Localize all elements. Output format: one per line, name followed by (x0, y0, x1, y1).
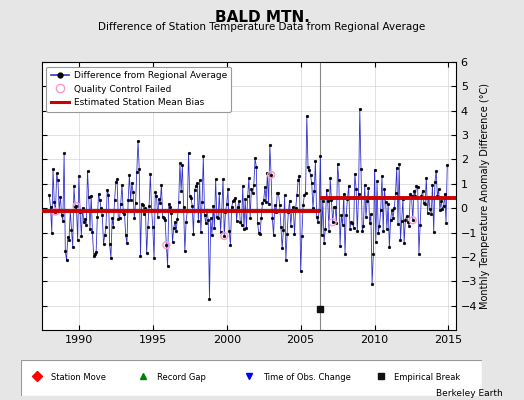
Text: Empirical Break: Empirical Break (395, 374, 461, 382)
FancyBboxPatch shape (21, 360, 482, 396)
Point (220, 233, 228, 239)
Point (329, 219, 337, 226)
Point (267, 172, 275, 178)
Text: Difference of Station Temperature Data from Regional Average: Difference of Station Temperature Data f… (99, 22, 425, 32)
Text: Time of Obs. Change: Time of Obs. Change (263, 374, 351, 382)
Text: Station Move: Station Move (51, 374, 106, 382)
Point (72, 203, 81, 210)
Text: BALD MTN.: BALD MTN. (214, 10, 310, 25)
Y-axis label: Monthly Temperature Anomaly Difference (°C): Monthly Temperature Anomaly Difference (… (480, 83, 490, 309)
Text: Berkeley Earth: Berkeley Earth (436, 389, 503, 398)
Point (162, 242, 170, 248)
Point (51, 208, 60, 215)
Point (409, 217, 417, 224)
Legend: Difference from Regional Average, Quality Control Failed, Estimated Station Mean: Difference from Regional Average, Qualit… (47, 66, 231, 112)
Text: Record Gap: Record Gap (157, 374, 206, 382)
